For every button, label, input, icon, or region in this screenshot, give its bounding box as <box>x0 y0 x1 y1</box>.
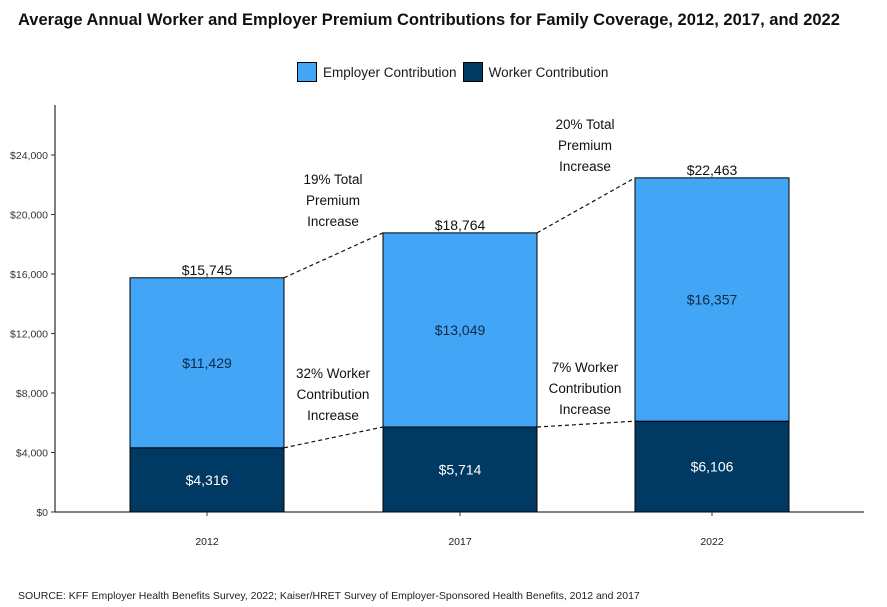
data-label-total: $15,745 <box>182 262 233 278</box>
bar-worker <box>382 426 538 513</box>
y-tick-label: $8,000 <box>16 388 48 400</box>
bar-employer <box>129 277 285 449</box>
y-tick-label: $0 <box>36 507 48 519</box>
legend-item-worker: Worker Contribution <box>462 62 609 82</box>
x-tick-label: 2022 <box>700 536 724 548</box>
x-tick-label: 2012 <box>195 536 219 548</box>
data-label-total: $22,463 <box>687 162 738 178</box>
annotation-worker-2022: 7% Worker Contribution Increase <box>549 360 622 417</box>
data-label-employer: $16,357 <box>687 292 738 308</box>
annotation-line: 7% Worker <box>552 360 619 375</box>
legend-label-worker: Worker Contribution <box>488 64 609 80</box>
y-tick-label: $12,000 <box>10 329 48 341</box>
legend-label-employer: Employer Contribution <box>323 64 457 80</box>
y-tick-label: $20,000 <box>10 210 48 222</box>
y-tick-label: $24,000 <box>10 150 48 162</box>
annotation-line: 20% Total <box>555 117 614 132</box>
connector-total <box>283 232 384 279</box>
legend-swatch-employer <box>297 62 317 82</box>
annotation-line: Increase <box>307 408 359 423</box>
annotation-line: 19% Total <box>303 172 362 187</box>
annotation-line: Premium <box>306 193 360 208</box>
data-label-worker: $5,714 <box>439 462 482 478</box>
legend-swatch-worker <box>462 62 483 82</box>
connector-total <box>536 177 636 234</box>
data-label-employer: $13,049 <box>435 322 486 338</box>
annotation-line: Increase <box>559 402 611 417</box>
bar-worker <box>634 420 790 513</box>
data-label-employer: $11,429 <box>182 355 232 371</box>
bar-employer <box>382 232 538 428</box>
chart-title: Average Annual Worker and Employer Premi… <box>18 11 840 29</box>
bar-worker <box>129 447 285 513</box>
annotation-line: Contribution <box>549 381 622 396</box>
legend: Employer Contribution Worker Contributio… <box>297 60 614 84</box>
data-label-worker: $4,316 <box>186 472 229 488</box>
source-note: SOURCE: KFF Employer Health Benefits Sur… <box>18 590 640 602</box>
y-tick-label: $4,000 <box>16 448 48 460</box>
annotation-line: Contribution <box>297 387 370 402</box>
legend-item-employer: Employer Contribution <box>297 62 457 82</box>
annotation-line: 32% Worker <box>296 366 371 381</box>
bar-employer <box>634 177 790 422</box>
annotation-line: Premium <box>558 138 612 153</box>
connector-worker <box>283 426 384 449</box>
connector-worker <box>536 420 636 428</box>
annotation-total-2022: 20% Total Premium Increase <box>555 117 614 174</box>
annotation-total-2017: 19% Total Premium Increase <box>303 172 362 229</box>
annotation-worker-2017: 32% Worker Contribution Increase <box>296 366 371 423</box>
y-tick-label: $16,000 <box>10 269 48 281</box>
x-tick-label: 2017 <box>448 536 472 548</box>
data-label-total: $18,764 <box>435 217 486 233</box>
data-label-worker: $6,106 <box>691 459 734 475</box>
annotation-line: Increase <box>559 159 611 174</box>
annotation-line: Increase <box>307 214 359 229</box>
